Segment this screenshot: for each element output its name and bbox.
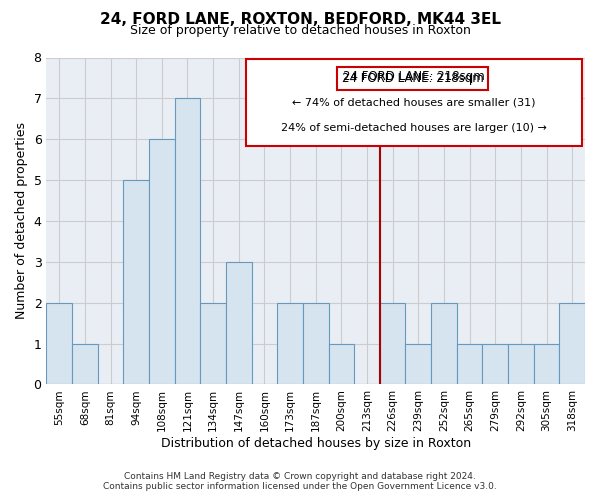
Bar	[431, 302, 457, 384]
Text: 24 FORD LANE: 218sqm: 24 FORD LANE: 218sqm	[342, 72, 484, 85]
Bar	[457, 344, 482, 384]
Bar	[226, 262, 251, 384]
Text: 24% of semi-detached houses are larger (10) →: 24% of semi-detached houses are larger (…	[281, 124, 547, 134]
FancyBboxPatch shape	[245, 59, 583, 146]
Bar	[559, 302, 585, 384]
Bar	[46, 302, 72, 384]
Text: Size of property relative to detached houses in Roxton: Size of property relative to detached ho…	[130, 24, 470, 37]
Text: 24, FORD LANE, ROXTON, BEDFORD, MK44 3EL: 24, FORD LANE, ROXTON, BEDFORD, MK44 3EL	[100, 12, 500, 28]
Y-axis label: Number of detached properties: Number of detached properties	[15, 122, 28, 320]
Bar	[303, 302, 329, 384]
Bar	[329, 344, 354, 384]
Bar	[508, 344, 534, 384]
Bar	[406, 344, 431, 384]
Bar	[482, 344, 508, 384]
Bar	[72, 344, 98, 384]
Bar	[534, 344, 559, 384]
X-axis label: Distribution of detached houses by size in Roxton: Distribution of detached houses by size …	[161, 437, 471, 450]
Bar	[277, 302, 303, 384]
Text: ← 74% of detached houses are smaller (31): ← 74% of detached houses are smaller (31…	[292, 98, 536, 108]
Bar	[124, 180, 149, 384]
Bar	[175, 98, 200, 385]
Text: 24 FORD LANE: 218sqm: 24 FORD LANE: 218sqm	[343, 70, 485, 83]
Bar	[380, 302, 406, 384]
Text: Contains HM Land Registry data © Crown copyright and database right 2024.
Contai: Contains HM Land Registry data © Crown c…	[103, 472, 497, 491]
Bar	[200, 302, 226, 384]
Bar	[149, 139, 175, 384]
